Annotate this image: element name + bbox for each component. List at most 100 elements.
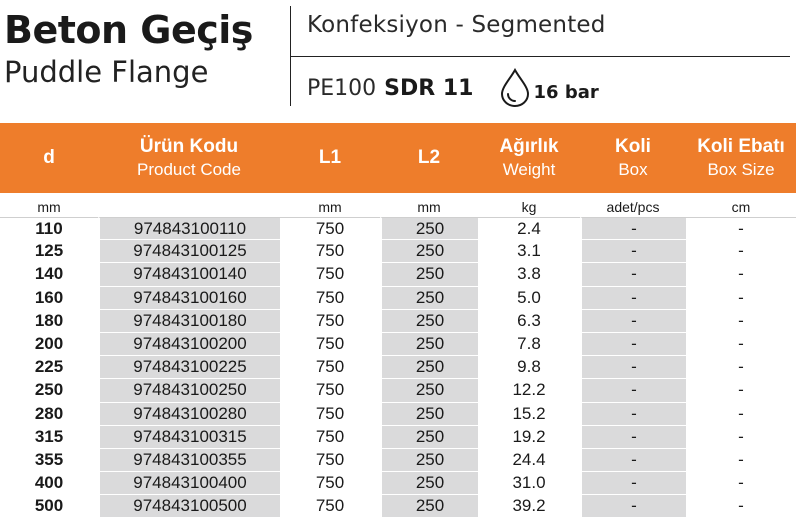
cell-l1: 750	[280, 403, 380, 426]
table-row: 355 974843100355 750 250 24.4- -	[0, 448, 796, 473]
cell-l1: 750	[280, 495, 380, 519]
cell-box-size: -	[686, 449, 796, 473]
cell-box: -	[580, 402, 686, 426]
cell-box: -	[580, 332, 686, 357]
cell-product-code: 974843100355	[98, 448, 280, 473]
cell-product-code: 974843100500	[98, 495, 280, 519]
cell-l2: 250	[380, 309, 478, 333]
cell-box-size: -	[686, 287, 796, 310]
cell-l2: 250	[380, 472, 478, 496]
cell-l2: 250	[380, 263, 478, 287]
cell-product-code: 974843100200	[98, 332, 280, 357]
table-row: 500 974843100500 750 250 39.2- -	[0, 495, 796, 519]
cell-product-code: 974843100225	[98, 356, 280, 380]
product-table: d Ürün Kodu Product Code L1 L2 Ağırlık W…	[0, 123, 796, 519]
cell-l1: 750	[280, 356, 380, 380]
cell-product-code: 974843100315	[98, 425, 280, 449]
cell-diameter: 315	[0, 426, 98, 449]
cell-box: -	[580, 472, 686, 496]
unit-cell: mm	[37, 199, 61, 215]
column-header-weight: Ağırlık Weight	[478, 123, 580, 193]
cell-product-code: 974843100140	[98, 263, 280, 287]
cell-l2: 250	[380, 356, 478, 380]
table-row: 315 974843100315 750 250 19.2- -	[0, 425, 796, 449]
cell-l2: 250	[380, 379, 478, 403]
cell-diameter: 225	[0, 356, 98, 380]
cell-weight: 19.2	[478, 426, 580, 449]
table-row: 225 974843100225 750 250 9.8- -	[0, 356, 796, 380]
cell-diameter: 250	[0, 379, 98, 403]
table-row: 200 974843100200 750 250 7.8- -	[0, 332, 796, 357]
cell-diameter: 200	[0, 333, 98, 357]
cell-l2: 250	[380, 425, 478, 449]
cell-weight: 6.3	[478, 310, 580, 333]
column-header-box: Koli Box	[580, 123, 686, 193]
cell-box-size: -	[686, 472, 796, 496]
cell-l1: 750	[280, 217, 380, 241]
column-header-d: d	[0, 123, 98, 193]
cell-box: -	[580, 286, 686, 310]
cell-box: -	[580, 217, 686, 241]
cell-box: -	[580, 240, 686, 264]
cell-weight: 5.0	[478, 287, 580, 310]
cell-box: -	[580, 309, 686, 333]
cell-box-size: -	[686, 240, 796, 264]
table-row: 250 974843100250 750 250 12.2- -	[0, 379, 796, 403]
cell-diameter: 140	[0, 263, 98, 287]
cell-l2: 250	[380, 448, 478, 473]
table-row: 125 974843100125 750 250 3.1- -	[0, 240, 796, 264]
cell-weight: 12.2	[478, 379, 580, 403]
cell-weight: 3.8	[478, 263, 580, 287]
unit-cell: cm	[731, 199, 751, 215]
cell-diameter: 400	[0, 472, 98, 496]
cell-box-size: -	[686, 310, 796, 333]
table-row: 280 974843100280 750 250 15.2- -	[0, 402, 796, 426]
unit-cell: mm	[417, 199, 441, 215]
page-title: Beton Geçiş	[4, 8, 253, 52]
cell-l1: 750	[280, 287, 380, 310]
cell-l2: 250	[380, 286, 478, 310]
sdr-label: SDR 11	[384, 75, 474, 101]
cell-product-code: 974843100125	[98, 240, 280, 264]
cell-l2: 250	[380, 495, 478, 519]
unit-cell: kg	[521, 199, 537, 215]
page-title-english: Puddle Flange	[4, 54, 209, 89]
cell-weight: 24.4	[478, 449, 580, 473]
cell-box-size: -	[686, 403, 796, 426]
table-row: 140 974843100140 750 250 3.8- -	[0, 263, 796, 287]
horizontal-divider	[290, 56, 790, 57]
pressure-label: 16 bar	[533, 81, 599, 103]
table-row: 180 974843100180 750 250 6.3- -	[0, 309, 796, 333]
cell-weight: 3.1	[478, 240, 580, 264]
cell-box-size: -	[686, 263, 796, 287]
column-header-box-size: Koli Ebatı Box Size	[686, 123, 796, 193]
cell-weight: 7.8	[478, 333, 580, 357]
product-subtitle: Konfeksiyon - Segmented	[307, 12, 606, 38]
table-row: 400 974843100400 750 250 31.0- -	[0, 472, 796, 496]
cell-diameter: 355	[0, 449, 98, 473]
cell-l1: 750	[280, 379, 380, 403]
cell-weight: 15.2	[478, 403, 580, 426]
unit-cell: adet/pcs	[606, 199, 660, 215]
cell-product-code: 974843100400	[98, 472, 280, 496]
cell-box: -	[580, 448, 686, 473]
cell-box-size: -	[686, 217, 796, 241]
table-row: 160 974843100160 750 250 5.0- -	[0, 286, 796, 310]
title-block: Beton Geçiş Puddle Flange	[4, 8, 253, 90]
water-drop-icon	[498, 67, 532, 108]
spec-row: PE100 SDR 11 16 bar	[307, 67, 599, 108]
cell-l1: 750	[280, 310, 380, 333]
cell-l2: 250	[380, 217, 478, 241]
cell-l1: 750	[280, 263, 380, 287]
table-row: 110 974843100110 750 250 2.4- -	[0, 217, 796, 241]
cell-box-size: -	[686, 333, 796, 357]
cell-weight: 31.0	[478, 472, 580, 496]
cell-l1: 750	[280, 333, 380, 357]
cell-l1: 750	[280, 240, 380, 264]
cell-product-code: 974843100180	[98, 309, 280, 333]
cell-box-size: -	[686, 495, 796, 519]
column-header-l2: L2	[380, 123, 478, 193]
units-row: mm mm mm kg adet/pcs cm	[0, 193, 796, 217]
cell-l1: 750	[280, 426, 380, 449]
cell-diameter: 500	[0, 495, 98, 519]
